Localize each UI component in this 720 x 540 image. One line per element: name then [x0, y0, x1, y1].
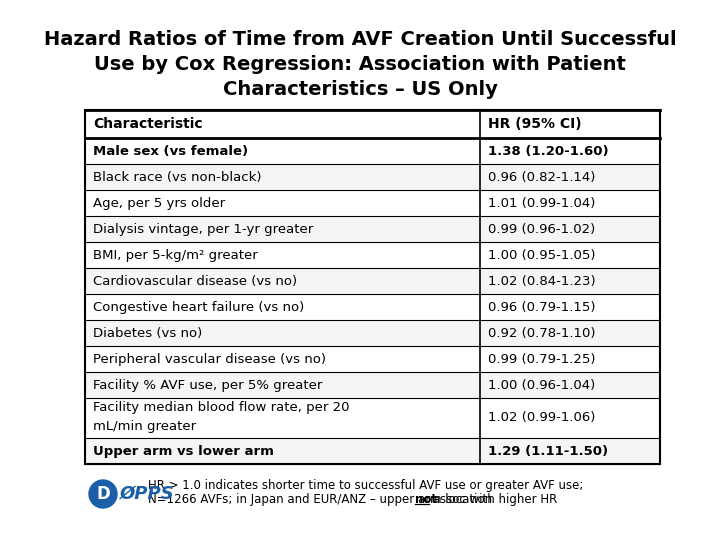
Text: Cardiovascular disease (vs no): Cardiovascular disease (vs no) — [93, 274, 297, 287]
Text: Diabetes (vs no): Diabetes (vs no) — [93, 327, 202, 340]
Text: 0.96 (0.82-1.14): 0.96 (0.82-1.14) — [488, 171, 595, 184]
Text: 1.01 (0.99-1.04): 1.01 (0.99-1.04) — [488, 197, 595, 210]
Text: 1.02 (0.84-1.23): 1.02 (0.84-1.23) — [488, 274, 595, 287]
Text: 1.29 (1.11-1.50): 1.29 (1.11-1.50) — [488, 444, 608, 457]
Text: 1.00 (0.95-1.05): 1.00 (0.95-1.05) — [488, 248, 595, 261]
Bar — [85, 398, 660, 438]
Text: Hazard Ratios of Time from AVF Creation Until Successful
Use by Cox Regression: : Hazard Ratios of Time from AVF Creation … — [44, 30, 676, 99]
Bar — [85, 110, 660, 464]
Text: mL/min greater: mL/min greater — [93, 420, 196, 433]
Text: Dialysis vintage, per 1-yr greater: Dialysis vintage, per 1-yr greater — [93, 222, 313, 235]
Bar — [85, 320, 660, 346]
Bar — [85, 216, 660, 242]
Bar — [85, 190, 660, 216]
Text: Characteristic: Characteristic — [93, 117, 202, 131]
Text: 0.99 (0.79-1.25): 0.99 (0.79-1.25) — [488, 353, 595, 366]
Bar — [85, 372, 660, 398]
Text: D: D — [96, 485, 110, 503]
Text: Upper arm vs lower arm: Upper arm vs lower arm — [93, 444, 274, 457]
Text: assoc with higher HR: assoc with higher HR — [429, 493, 557, 506]
Text: 1.38 (1.20-1.60): 1.38 (1.20-1.60) — [488, 145, 608, 158]
Text: 0.96 (0.79-1.15): 0.96 (0.79-1.15) — [488, 300, 595, 314]
Text: Black race (vs non-black): Black race (vs non-black) — [93, 171, 261, 184]
Text: not: not — [415, 493, 437, 506]
Text: 0.92 (0.78-1.10): 0.92 (0.78-1.10) — [488, 327, 595, 340]
Text: N=1266 AVFs; in Japan and EUR/ANZ – upper arm location: N=1266 AVFs; in Japan and EUR/ANZ – uppe… — [148, 493, 496, 506]
Text: Age, per 5 yrs older: Age, per 5 yrs older — [93, 197, 225, 210]
Text: HR (95% CI): HR (95% CI) — [488, 117, 582, 131]
Bar — [85, 138, 660, 164]
Text: BMI, per 5-kg/m² greater: BMI, per 5-kg/m² greater — [93, 248, 258, 261]
Bar — [85, 164, 660, 190]
Bar — [85, 294, 660, 320]
Text: Male sex (vs female): Male sex (vs female) — [93, 145, 248, 158]
Text: Congestive heart failure (vs no): Congestive heart failure (vs no) — [93, 300, 305, 314]
Text: HR > 1.0 indicates shorter time to successful AVF use or greater AVF use;: HR > 1.0 indicates shorter time to succe… — [148, 479, 583, 492]
Text: 1.02 (0.99-1.06): 1.02 (0.99-1.06) — [488, 411, 595, 424]
Bar — [85, 268, 660, 294]
Text: 0.99 (0.96-1.02): 0.99 (0.96-1.02) — [488, 222, 595, 235]
Text: ØPPS: ØPPS — [120, 485, 175, 503]
Text: Facility median blood flow rate, per 20: Facility median blood flow rate, per 20 — [93, 402, 349, 415]
Text: Facility % AVF use, per 5% greater: Facility % AVF use, per 5% greater — [93, 379, 323, 392]
Bar — [85, 438, 660, 464]
Bar — [85, 346, 660, 372]
Text: 1.00 (0.96-1.04): 1.00 (0.96-1.04) — [488, 379, 595, 392]
Text: Peripheral vascular disease (vs no): Peripheral vascular disease (vs no) — [93, 353, 326, 366]
Circle shape — [89, 480, 117, 508]
Bar — [85, 242, 660, 268]
